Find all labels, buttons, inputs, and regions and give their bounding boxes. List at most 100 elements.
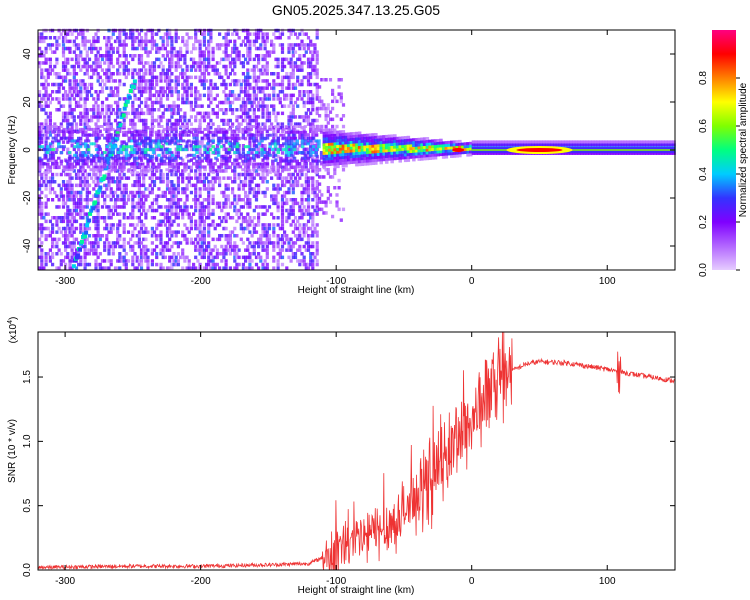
spectrogram-cell [259,234,263,238]
spectrogram-band-cell [233,145,237,149]
spectrogram-cell [137,259,141,263]
spectrogram-cell [57,86,61,90]
spectrogram-cell [159,79,163,83]
spectrogram-cell [139,190,144,195]
spectrogram-cell [159,46,163,51]
spectrogram-cell [168,154,172,159]
spectrogram-cell [302,187,306,191]
spectrogram-cell [261,90,265,94]
spectrogram-track-cell [75,253,80,258]
spectrogram-band-cell [81,151,85,154]
spectrogram-cell [170,266,174,270]
spectrogram-cell [74,90,79,94]
spectrogram-band-cell [57,142,61,146]
spectrogram-cell [250,118,254,123]
spectrogram-cell [118,172,122,177]
spectrogram-cell [257,104,261,108]
spectrogram-cell [42,108,46,112]
spectrogram-cell [280,180,285,184]
spectrogram-cell [218,43,222,47]
spectrogram-cell [254,230,259,234]
spectrogram-cell [293,216,298,220]
spectrogram-cell [265,61,269,65]
spectrogram-cell [272,223,276,227]
spectrogram-cell [252,93,256,98]
spectrogram-cell [105,129,109,134]
spectrogram-cell [287,86,291,90]
spectrogram-cell [100,100,105,105]
spectrogram-cell [126,241,131,245]
spectrogram-cell [70,108,74,112]
spectrogram-cell [337,207,341,212]
spectrogram-cell [246,90,250,94]
spectrogram-band-cell [303,142,308,146]
spectrogram-cell [94,226,98,231]
spectrogram-cell [309,57,313,62]
spectrogram-cell [150,234,154,238]
spectrogram-cell [120,43,124,47]
spectrogram-cell [181,169,185,173]
spectrogram-band-cell [57,133,61,137]
spectrogram-cell [124,64,128,69]
spectrogram-cell [150,36,154,40]
spectrogram-cell [57,97,61,101]
spectrogram-cell [113,165,118,170]
spectrogram-cell [44,111,48,116]
spectrogram-cell [100,205,105,209]
spectrogram-band-cell [211,162,215,166]
spectrogram-cell [116,158,120,162]
spectrogram-cell [278,126,282,130]
spectrogram-cell [72,169,76,173]
spectrogram-cell [51,237,55,242]
spectrogram-cell [109,86,113,90]
spectrogram-cell [207,111,211,116]
spectrogram-cell [300,64,304,69]
spectrogram-band-cell [48,148,53,152]
spectrogram-cell [150,46,154,51]
spectrogram-cell [74,172,79,177]
spectrogram-cell [135,28,139,33]
spectrogram-cell [194,97,198,101]
spectrogram-band-cell [57,130,61,134]
spectrogram-track-cell [78,247,82,252]
spectrogram-cell [304,118,308,123]
spectrogram-cell [64,230,68,234]
spectrogram-cell [70,212,74,216]
spectrogram-cell [293,252,298,256]
spectrogram-cell [165,226,170,231]
spectrogram-cell [207,212,211,216]
spectrogram-band-cell [154,139,159,143]
spectrogram-cell [246,115,250,119]
spectrogram-band-cell [176,145,180,149]
spectrogram-cell [111,244,115,249]
spectrogram-cell [241,97,245,101]
spectrogram-band-cell [146,136,150,140]
spectrogram-cell [246,108,250,112]
spectrogram-cell [233,50,237,54]
spectrogram-cell [263,93,267,98]
spectrogram-cell [320,128,324,132]
spectrogram-band-cell [54,159,58,163]
spectrogram-cell [280,75,285,80]
spectrogram-cell [228,90,232,94]
spectrogram-cell [42,61,46,65]
spectrogram-cell [172,241,176,245]
spectrogram-band-cell [59,159,64,163]
spectrogram-cell [207,208,211,213]
spectrogram-cell [165,176,170,180]
spectrogram-cell [202,176,206,180]
spectrogram-band-cell [200,165,205,169]
spectrogram-cell [139,75,144,80]
spectrogram-cell [285,75,289,80]
spectrogram-cell [172,111,176,116]
spectrogram-cell [135,183,139,188]
spectrogram-cell [298,32,302,36]
spectrogram-cell [122,72,126,76]
spectrogram-cell [168,68,172,72]
spectrogram-cell [122,187,126,191]
spectrogram-cell [248,43,252,47]
spectrogram-cell [159,248,163,252]
spectrogram-cell [239,212,243,216]
spectrogram-cell [168,255,172,260]
spectrogram-cell [287,190,291,195]
